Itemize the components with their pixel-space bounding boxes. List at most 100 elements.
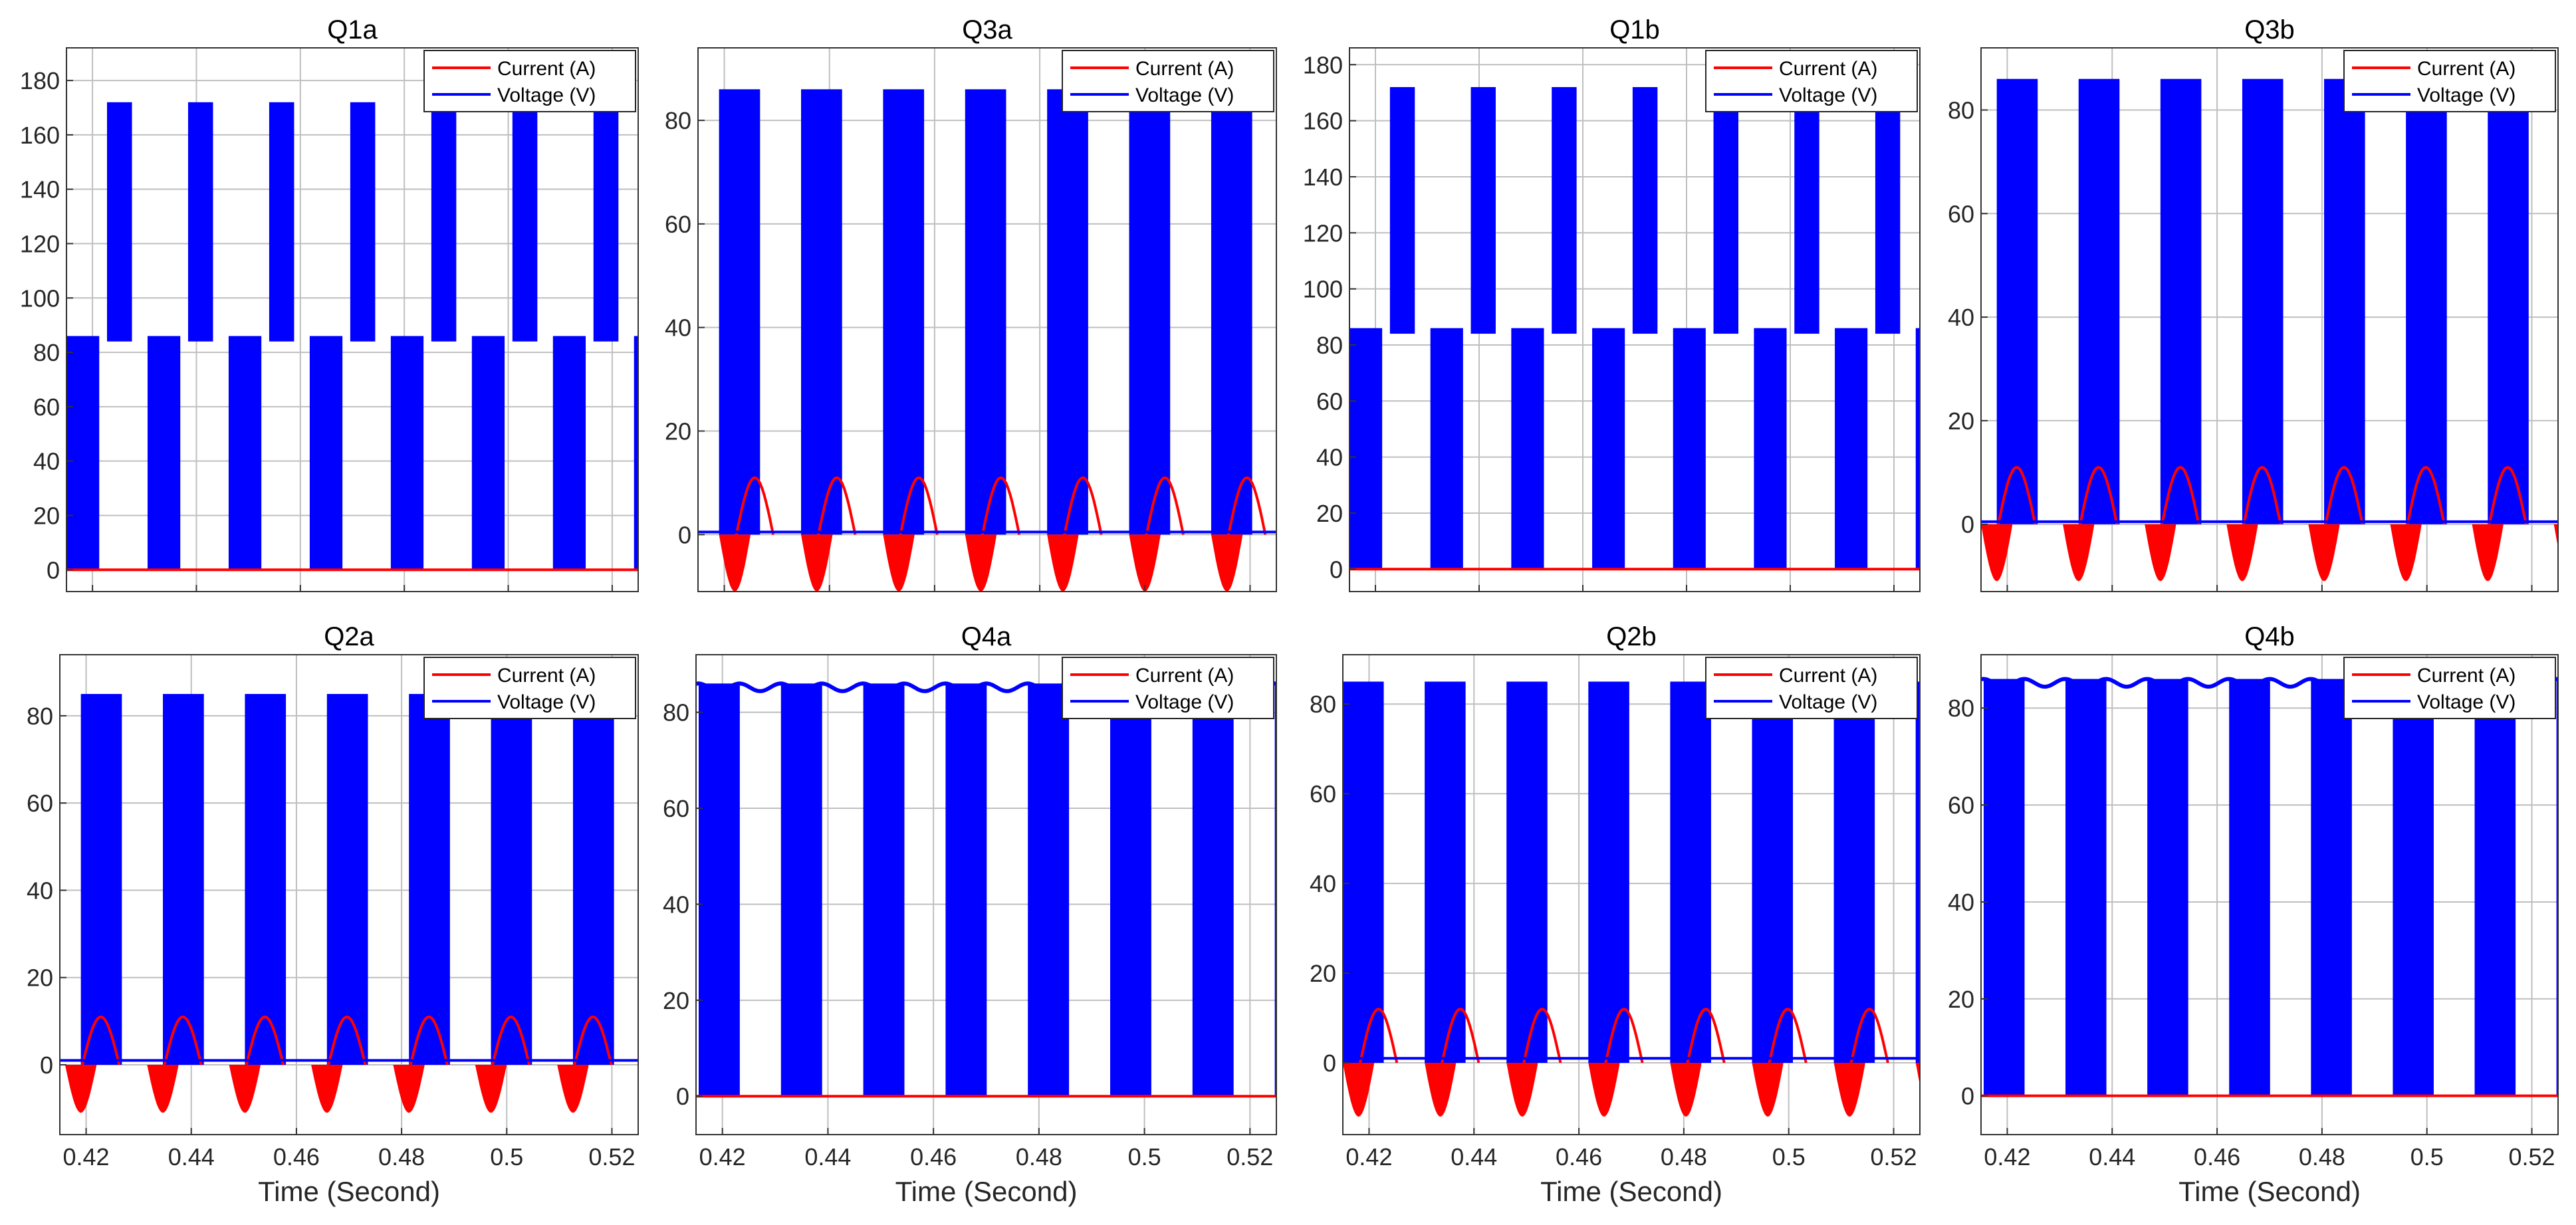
current-negative-lobe	[719, 534, 751, 592]
axes-box	[1980, 47, 2559, 592]
legend-box	[423, 50, 636, 112]
y-tick-label: 40	[663, 891, 689, 918]
y-tick-label: 80	[33, 339, 60, 366]
current-negative-lobe	[64, 1065, 97, 1113]
legend-label: Voltage (V)	[497, 84, 596, 106]
axes-box	[695, 654, 1277, 1135]
legend-label: Current (A)	[2417, 665, 2516, 687]
x-tick-label: 0.46	[2194, 1143, 2240, 1170]
panel-q3b: 0 20 40 60 80 Q3b Current (A) Voltage (V)	[1915, 15, 2576, 592]
y-tick-label: 20	[665, 417, 691, 445]
axes-box	[1342, 654, 1921, 1135]
current-negative-lobe	[640, 1065, 671, 1113]
current-negative-lobe	[2553, 524, 2558, 548]
legend-box	[1705, 657, 1918, 719]
legend: Current (A) Voltage (V)	[1705, 50, 1918, 112]
current-negative-lobe	[2063, 524, 2095, 582]
legend-box	[2343, 657, 2556, 719]
voltage-block	[2065, 679, 2107, 1096]
y-tick-label: 0	[676, 1083, 689, 1110]
voltage-block	[2242, 78, 2283, 524]
y-tick-label: 0	[1961, 1083, 1974, 1110]
voltage-high-block	[350, 102, 376, 342]
current-positive-lobe	[1278, 1009, 1315, 1063]
voltage-block	[1670, 681, 1711, 1063]
axes-box	[59, 654, 639, 1135]
voltage-block	[1211, 89, 1252, 535]
voltage-block	[2160, 78, 2202, 524]
y-tick-label: 80	[1948, 96, 1974, 124]
voltage-high-block	[593, 102, 619, 342]
y-tick-label: 100	[1303, 276, 1343, 303]
x-tick-label: 0.44	[1451, 1143, 1497, 1170]
current-positive-lobe	[491, 1015, 531, 1065]
legend-label: Voltage (V)	[2417, 691, 2516, 713]
current-negative-lobe	[557, 1065, 589, 1113]
legend-box	[423, 657, 636, 719]
y-tick-label: 60	[27, 790, 53, 817]
legend: Current (A) Voltage (V)	[2343, 50, 2556, 112]
voltage-block	[2474, 679, 2516, 1096]
voltage-block	[1983, 679, 2025, 1096]
x-axis-label: Time (Second)	[895, 1176, 1078, 1207]
current-positive-lobe	[1522, 1007, 1562, 1063]
panel-q1a: 0 20 40 60 80 100 120 140 160 180 Q1a Current (A) Vo…	[20, 15, 639, 592]
current-negative-lobe	[1588, 1063, 1620, 1117]
legend: Current (A) Voltage (V)	[423, 50, 636, 112]
y-tick-label: 80	[1948, 695, 1974, 722]
x-tick-label: 0.5	[1772, 1143, 1806, 1170]
legend: Current (A) Voltage (V)	[2343, 657, 2556, 719]
current-negative-lobe	[475, 1065, 507, 1113]
voltage-block	[801, 89, 842, 535]
legend-label: Voltage (V)	[1135, 691, 1234, 713]
legend-label: Current (A)	[1779, 58, 1877, 80]
voltage-high-block	[106, 102, 132, 342]
legend-label: Current (A)	[1135, 665, 1234, 687]
x-tick-label: 0.5	[490, 1143, 523, 1170]
voltage-block	[1915, 79, 1956, 524]
y-tick-label: 20	[1948, 407, 1974, 435]
current-negative-lobe	[965, 534, 997, 592]
y-tick-label: 20	[1948, 986, 1974, 1013]
y-tick-label: 20	[1316, 500, 1343, 527]
current-positive-lobe	[1917, 467, 1953, 524]
voltage-block	[245, 694, 287, 1065]
voltage-low-block	[1430, 328, 1463, 570]
voltage-low-block	[1915, 328, 1920, 570]
y-tick-label: 120	[20, 230, 60, 257]
y-tick-label: 0	[1961, 511, 1974, 538]
voltage-low-block	[1511, 328, 1544, 570]
current-positive-lobe	[81, 1015, 121, 1065]
panel-title: Q4b	[2244, 622, 2295, 651]
x-tick-label: 0.48	[378, 1143, 425, 1170]
current-positive-lobe	[245, 1015, 285, 1065]
voltage-high-block	[1389, 87, 1415, 334]
voltage-low-block	[1835, 328, 1868, 570]
x-axis-label: Time (Second)	[258, 1176, 440, 1207]
legend: Current (A) Voltage (V)	[1062, 50, 1274, 112]
voltage-block	[2393, 679, 2434, 1096]
y-tick-label: 40	[665, 314, 691, 342]
voltage-high-block	[1875, 87, 1901, 334]
y-tick-label: 80	[27, 703, 53, 730]
current-positive-lobe	[1359, 1007, 1399, 1063]
voltage-block	[2147, 679, 2188, 1096]
current-positive-lobe	[2324, 465, 2364, 525]
legend-label: Voltage (V)	[1779, 691, 1877, 713]
current-negative-lobe	[1833, 1063, 1865, 1117]
current-negative-lobe	[0, 1065, 15, 1113]
current-positive-lobe	[2242, 465, 2282, 525]
y-tick-label: 40	[1948, 304, 1974, 331]
current-positive-lobe	[2571, 467, 2576, 524]
voltage-high-block	[431, 102, 457, 342]
voltage-block	[1047, 89, 1088, 535]
y-tick-label: 80	[665, 107, 691, 134]
current-positive-lobe	[409, 1015, 449, 1065]
x-tick-label: 0.46	[910, 1143, 957, 1170]
y-tick-label: 40	[33, 448, 60, 475]
current-negative-lobe	[801, 534, 833, 592]
series-group	[1981, 677, 2558, 1097]
voltage-block	[1425, 681, 1466, 1063]
current-positive-lobe	[657, 1017, 693, 1065]
current-negative-lobe	[2226, 524, 2258, 582]
